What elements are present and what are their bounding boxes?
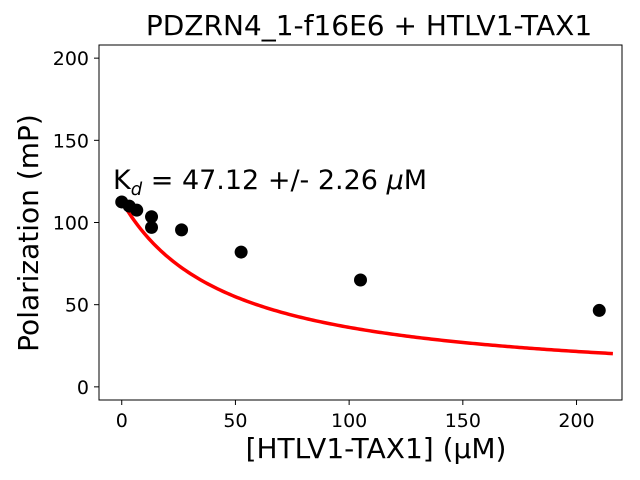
y-tick-label: 100 bbox=[53, 213, 89, 235]
y-tick-label: 200 bbox=[53, 48, 89, 70]
kd-mu: μ bbox=[386, 165, 404, 196]
data-point bbox=[175, 223, 189, 237]
data-point bbox=[145, 220, 159, 234]
y-tick-label: 0 bbox=[77, 377, 89, 399]
data-points bbox=[115, 195, 606, 317]
x-tick-label: 100 bbox=[331, 410, 367, 432]
kd-subscript: d bbox=[131, 179, 143, 200]
x-tick-label: 0 bbox=[116, 410, 128, 432]
y-tick-label: 50 bbox=[65, 295, 89, 317]
data-point bbox=[354, 273, 367, 287]
x-tick-label: 200 bbox=[558, 410, 594, 432]
data-point bbox=[145, 210, 159, 224]
data-point bbox=[130, 203, 144, 217]
x-axis: 0 50 100 150 200 bbox=[116, 400, 595, 432]
x-tick-label: 150 bbox=[445, 410, 481, 432]
fit-curve bbox=[120, 200, 613, 356]
y-tick-label: 150 bbox=[53, 130, 89, 152]
plot-area bbox=[98, 44, 623, 401]
x-tick-label: 50 bbox=[223, 410, 247, 432]
chart-title: PDZRN4_1-f16E6 + HTLV1-TAX1 bbox=[146, 9, 592, 42]
y-axis: 0 50 100 150 200 bbox=[53, 48, 99, 399]
axes-frame bbox=[98, 44, 623, 401]
data-point bbox=[592, 303, 606, 317]
y-axis-label: Polarization (mP) bbox=[12, 114, 45, 352]
kd-annotation: Kd = 47.12 +/- 2.26 μM bbox=[113, 165, 427, 200]
kd-prefix: K bbox=[113, 165, 132, 196]
kd-value-text: = 47.12 +/- 2.26 bbox=[142, 165, 386, 196]
kd-unit: M bbox=[404, 165, 427, 196]
data-point bbox=[234, 245, 248, 259]
x-axis-label: [HTLV1-TAX1] (µM) bbox=[246, 432, 507, 465]
